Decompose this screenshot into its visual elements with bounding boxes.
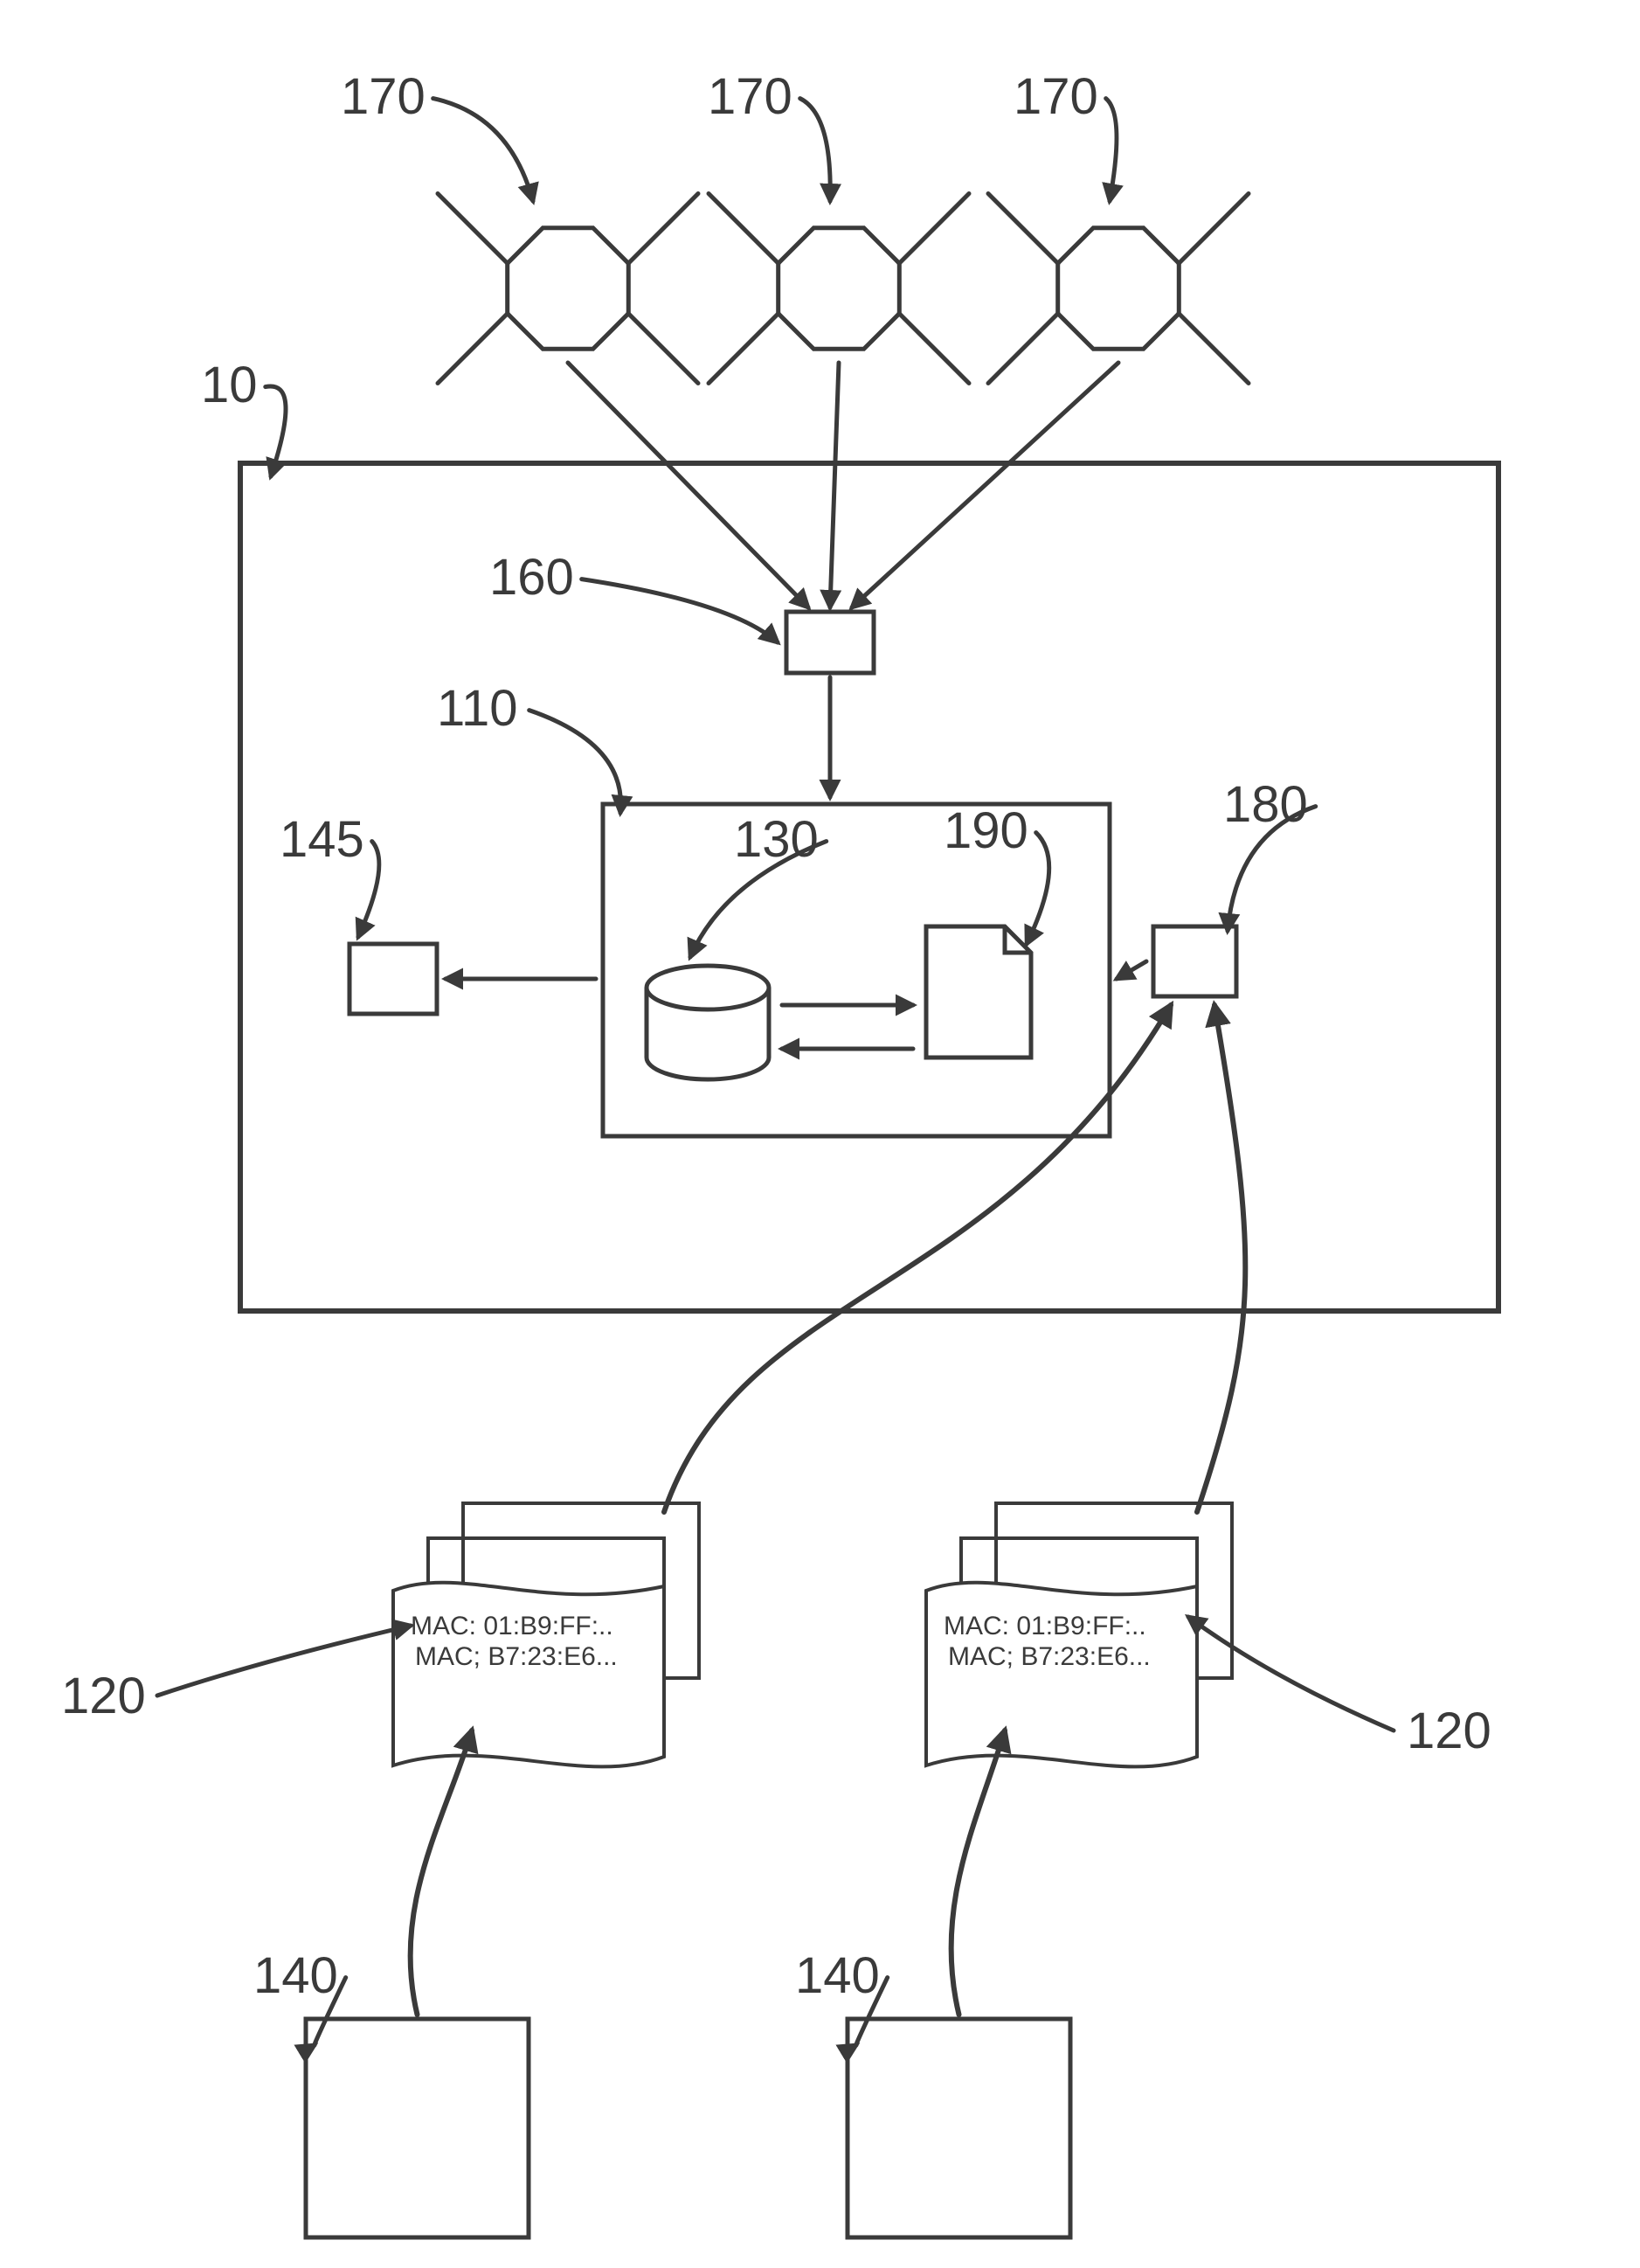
svg-text:170: 170 (708, 68, 792, 125)
svg-text:110: 110 (437, 680, 517, 737)
svg-text:140: 140 (795, 1947, 880, 2004)
svg-text:MAC: 01:B9:FF:..: MAC: 01:B9:FF:.. (411, 1612, 613, 1640)
svg-text:170: 170 (341, 68, 426, 125)
svg-text:10: 10 (201, 357, 258, 413)
svg-text:MAC: 01:B9:FF:..: MAC: 01:B9:FF:.. (944, 1612, 1146, 1640)
svg-text:140: 140 (253, 1947, 338, 2004)
system-diagram: MAC: 01:B9:FF:..MAC; B7:23:E6...MAC: 01:… (0, 0, 1640, 2268)
svg-text:180: 180 (1223, 776, 1308, 833)
svg-text:190: 190 (944, 802, 1028, 859)
svg-text:170: 170 (1014, 68, 1098, 125)
svg-text:145: 145 (280, 811, 364, 868)
svg-text:MAC; B7:23:E6...: MAC; B7:23:E6... (415, 1642, 618, 1671)
svg-text:MAC; B7:23:E6...: MAC; B7:23:E6... (948, 1642, 1151, 1671)
svg-text:120: 120 (1407, 1703, 1491, 1759)
svg-text:160: 160 (489, 549, 574, 606)
svg-text:120: 120 (61, 1668, 146, 1724)
svg-text:130: 130 (734, 811, 819, 868)
